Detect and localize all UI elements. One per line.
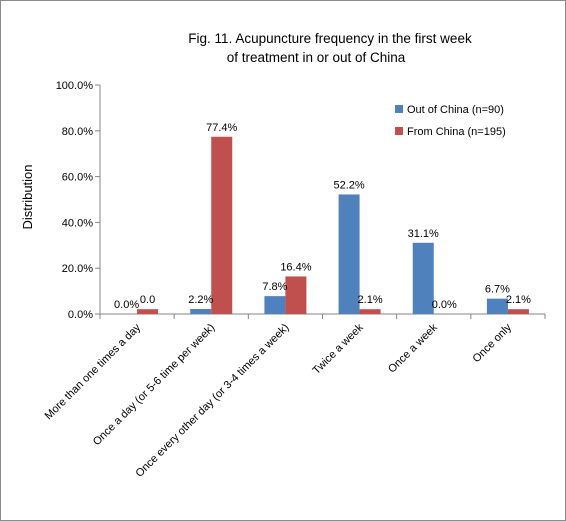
bars (137, 136, 529, 314)
axes: 0.0% 20.0% 40.0% 60.0% 80.0% 100.0% (56, 80, 546, 321)
data-label: 2.2% (188, 294, 213, 306)
y-tick-label: 80.0% (62, 126, 93, 138)
y-tick-label: 20.0% (62, 263, 93, 275)
bar (359, 309, 381, 314)
bar (412, 242, 434, 314)
bar (285, 276, 307, 314)
data-label: 6.7% (485, 284, 510, 296)
category-label: Once only (471, 321, 515, 365)
legend-label: From China (n=195) (407, 126, 506, 138)
category-label: Once every other day (or 3-4 times a wee… (133, 322, 291, 480)
legend-label: Out of China (n=90) (407, 104, 504, 116)
category-label: Once a week (386, 321, 440, 375)
data-label: 0.0% (432, 299, 457, 311)
bar (190, 308, 212, 314)
data-label: 77.4% (206, 122, 237, 134)
data-label: 31.1% (408, 228, 439, 240)
chart-title-line-1: Fig. 11. Acupuncture frequency in the fi… (188, 31, 472, 46)
legend: Out of China (n=90) From China (n=195) (395, 104, 506, 138)
y-tick-label: 100.0% (56, 80, 94, 92)
data-label: 2.1% (358, 294, 383, 306)
category-label: Twice a week (311, 321, 367, 377)
bar (211, 136, 233, 314)
bar (338, 194, 360, 314)
bar (486, 298, 508, 314)
data-label: 0.0% (114, 299, 139, 311)
bar (264, 296, 286, 314)
legend-swatch (395, 105, 403, 113)
y-tick-label: 0.0% (68, 309, 93, 321)
bar (507, 309, 529, 314)
bar (137, 309, 159, 314)
data-label: 7.8% (262, 281, 287, 293)
y-tick-label: 40.0% (62, 217, 93, 229)
chart-title: Fig. 11. Acupuncture frequency in the fi… (188, 31, 472, 65)
data-labels: 0.0% 2.2% 7.8% 52.2% 31.1% 6.7% 0.0 77.4% 16.4% 2… (114, 122, 531, 311)
chart-title-line-2: of treatment in or out of China (227, 50, 406, 65)
data-label: 2.1% (506, 294, 531, 306)
data-label: 0.0 (140, 294, 155, 306)
y-axis-label: Distribution (20, 164, 35, 229)
y-tick-label: 60.0% (62, 172, 93, 184)
data-label: 16.4% (280, 261, 311, 273)
category-label: Once a day (or 5-6 time per week) (91, 322, 218, 449)
data-label: 52.2% (333, 179, 364, 191)
legend-swatch (395, 127, 403, 135)
